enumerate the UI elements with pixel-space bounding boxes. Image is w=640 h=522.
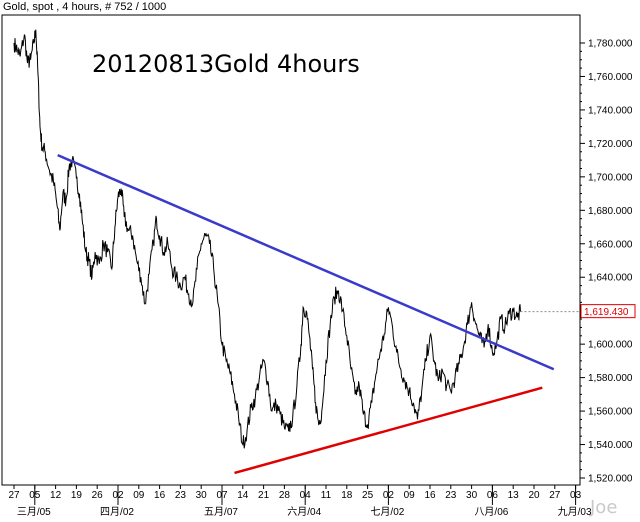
- y-tick-label: 1,580.000: [588, 373, 633, 384]
- x-tick-label: 21: [258, 490, 270, 501]
- y-tick-label: 1,700.000: [588, 172, 633, 183]
- x-tick-label: 28: [279, 490, 291, 501]
- y-tick-label: 1,520.000: [588, 474, 633, 485]
- y-tick-label: 1,780.000: [588, 39, 633, 50]
- x-tick-label: 14: [237, 490, 249, 501]
- x-tick-label: 16: [154, 490, 166, 501]
- last-price-label: 1,619.430: [584, 307, 629, 318]
- y-axis: 1,520.000 1,540.000 1,560.000 1,580.000 1,60…: [580, 39, 633, 485]
- price-line: [13, 29, 521, 449]
- y-tick-label: 1,540.000: [588, 440, 633, 451]
- chart-title: 20120813Gold 4hours: [92, 50, 360, 78]
- y-tick-label: 1,740.000: [588, 105, 633, 116]
- y-tick-label: 1,600.000: [588, 340, 633, 351]
- x-tick-label: 20: [528, 490, 540, 501]
- y-tick-label: 1,720.000: [588, 139, 633, 150]
- x-month-label: 五月/07: [204, 506, 238, 518]
- watermark: Joe: [590, 497, 618, 518]
- x-month-label: 四月/02: [100, 506, 134, 518]
- price-series: [13, 29, 521, 449]
- x-tick-label: 19: [71, 490, 83, 501]
- plot-frame: [1, 14, 581, 486]
- y-tick-label: 1,660.000: [588, 239, 633, 250]
- x-month-label: 八月/06: [474, 506, 508, 518]
- x-month-label: 九月/03: [558, 506, 592, 518]
- x-tick-label: 09: [133, 490, 145, 501]
- x-tick-label: 11: [321, 490, 332, 501]
- x-tick-label: 27: [8, 490, 20, 501]
- resistance-trendline: [57, 153, 555, 371]
- trendlines: [57, 153, 555, 475]
- last-price-box: [580, 304, 636, 319]
- last-price-marker: 1,619.430: [520, 304, 636, 319]
- x-tick-label: 26: [92, 490, 104, 501]
- x-tick-label: 25: [362, 490, 374, 501]
- x-tick-label: 16: [424, 490, 436, 501]
- y-tick-label: 1,680.000: [588, 206, 633, 217]
- x-tick-label: 12: [50, 490, 62, 501]
- x-tick-label: 18: [341, 490, 353, 501]
- x-tick-label: 13: [508, 490, 520, 501]
- x-tick-label: 23: [445, 490, 457, 501]
- x-tick-label: 30: [196, 490, 208, 501]
- x-month-label: 七月/02: [370, 506, 404, 518]
- x-tick-label: 30: [466, 490, 478, 501]
- x-tick-label: 09: [404, 490, 416, 501]
- x-tick-label: 23: [175, 490, 187, 501]
- y-tick-label: 1,560.000: [588, 407, 633, 418]
- x-axis: 27 05 12 19 26 02 09 16 23 30 07 14 21 28 04 11 18 25 02 09…: [8, 485, 592, 518]
- support-trendline: [234, 386, 543, 475]
- y-tick-label: 1,640.000: [588, 273, 633, 284]
- x-month-label: 六月/04: [287, 506, 321, 518]
- x-month-label: 三月/05: [17, 506, 51, 518]
- chart-header: Gold, spot , 4 hours, # 752 / 1000: [3, 1, 167, 13]
- y-tick-label: 1,760.000: [588, 72, 633, 83]
- x-tick-label: 27: [549, 490, 561, 501]
